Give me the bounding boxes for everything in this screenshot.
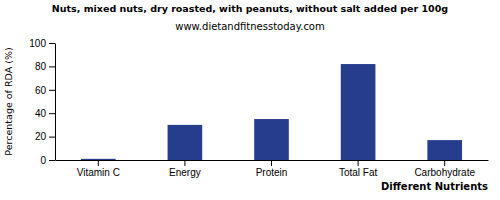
y-tick-label: 100 bbox=[29, 38, 46, 49]
x-tick-label: Carbohydrate bbox=[414, 167, 475, 178]
bar bbox=[427, 140, 462, 160]
x-tick: Vitamin C bbox=[77, 160, 120, 178]
y-tick-mark bbox=[49, 66, 55, 67]
bar bbox=[81, 159, 116, 160]
y-tick-mark bbox=[49, 137, 55, 138]
bars bbox=[81, 64, 462, 160]
y-tick-mark bbox=[49, 113, 55, 114]
y-tick-label: 40 bbox=[35, 108, 47, 119]
x-axis-title: Different Nutrients bbox=[381, 181, 488, 192]
bar bbox=[168, 125, 203, 160]
y-axis-title: Percentage of RDA (%) bbox=[3, 47, 14, 155]
x-tick-mark bbox=[271, 160, 272, 166]
bar bbox=[254, 119, 289, 160]
y-tick-mark bbox=[49, 160, 55, 161]
y-tick: 60 bbox=[35, 85, 55, 96]
x-tick: Total Fat bbox=[339, 160, 378, 178]
x-tick-label: Vitamin C bbox=[77, 167, 120, 178]
y-axis: 0 20 40 60 80 100 bbox=[29, 38, 55, 166]
plot: 0 20 40 60 80 100 Vitamin C Energy Protein Total … bbox=[29, 38, 488, 178]
x-tick-mark bbox=[98, 160, 99, 166]
bar bbox=[341, 64, 376, 160]
x-tick: Protein bbox=[256, 160, 288, 178]
y-tick: 40 bbox=[35, 108, 55, 119]
x-axis: Vitamin C Energy Protein Total Fat Carbohydr… bbox=[56, 160, 489, 178]
y-tick-label: 20 bbox=[35, 131, 47, 142]
y-tick: 20 bbox=[35, 131, 55, 142]
y-tick-mark bbox=[49, 90, 55, 91]
y-tick-label: 0 bbox=[40, 155, 46, 166]
subtitle: www.dietandfitnesstoday.com bbox=[175, 21, 324, 32]
x-tick: Carbohydrate bbox=[414, 160, 475, 178]
y-tick: 100 bbox=[29, 38, 55, 49]
x-tick-mark bbox=[444, 160, 445, 166]
chart: Nuts, mixed nuts, dry roasted, with pean… bbox=[0, 0, 500, 200]
x-tick: Energy bbox=[169, 160, 201, 178]
x-tick-mark bbox=[358, 160, 359, 166]
x-tick-label: Total Fat bbox=[339, 167, 378, 178]
background bbox=[0, 0, 500, 200]
y-tick: 80 bbox=[35, 61, 55, 72]
y-tick-label: 60 bbox=[35, 85, 47, 96]
title: Nuts, mixed nuts, dry roasted, with pean… bbox=[52, 3, 448, 14]
x-tick-label: Energy bbox=[169, 167, 201, 178]
y-tick-mark bbox=[49, 43, 55, 44]
y-tick: 0 bbox=[40, 155, 55, 166]
x-tick-mark bbox=[184, 160, 185, 166]
y-axis-line bbox=[55, 44, 56, 161]
y-tick-label: 80 bbox=[35, 61, 47, 72]
x-tick-label: Protein bbox=[256, 167, 288, 178]
